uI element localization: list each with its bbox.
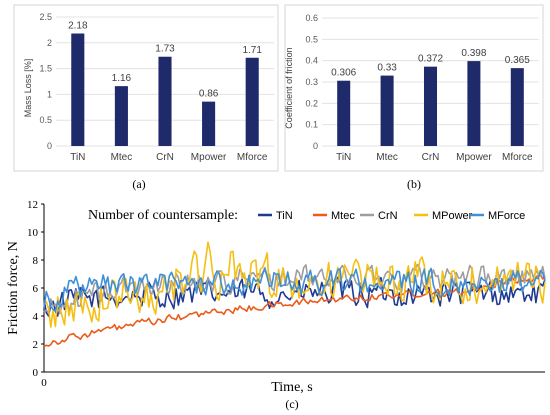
b-y-tick-label: 0.2 [305, 98, 318, 108]
b-category-label: CrN [422, 152, 440, 163]
c-series-line-mpower [43, 241, 546, 328]
panel-c-legend-title: Number of countersample: [88, 208, 238, 223]
a-category-label: Mforce [237, 152, 268, 163]
panel-b-y-axis-label: Coefficient of friction [284, 47, 294, 128]
b-bar-tin [337, 80, 351, 146]
c-y-tick-label: 8 [33, 255, 39, 267]
panel-b-value-labels: 0.306 0.33 0.372 0.398 0.365 [331, 48, 530, 79]
panel-b-friction-coefficient-chart: 00.10.20.30.40.50.6 0.306 0.330.3720.3980… [284, 4, 544, 172]
b-category-label: Mforce [502, 152, 533, 163]
a-bar-crn [158, 56, 172, 147]
panel-a-mass-loss-chart: 0 0.5 1 1.5 2 2.5 2.18 1.16 1.73 0.86 1.71 TiN Mte… [13, 4, 279, 172]
a-category-label: CrN [156, 152, 174, 163]
b-value-label: 0.372 [418, 54, 443, 65]
panel-a-bars [71, 33, 259, 147]
panel-c-y-axis-label: Friction force, N [6, 241, 21, 335]
a-y-tick-label: 2.5 [39, 12, 52, 22]
c-y-tick-label: 10 [27, 227, 39, 239]
a-category-label: TiN [70, 152, 85, 163]
a-value-label: 2.18 [68, 21, 88, 32]
c-legend-label-mforce: MForce [488, 210, 525, 222]
c-y-tick-label: 6 [33, 283, 39, 295]
panel-b-border [284, 4, 544, 172]
panel-a-category-labels: TiN Mtec CrN Mpower Mforce [70, 152, 268, 163]
c-legend-label-mpower: MPower [432, 210, 473, 222]
panel-c-x-axis-label: Time, s [271, 380, 313, 395]
a-y-tick-label: 1.5 [39, 64, 52, 74]
panel-c-x-tick-0: 0 [41, 377, 47, 389]
c-legend-label-mtec: Mtec [331, 210, 355, 222]
b-y-tick-label: 0.5 [305, 34, 318, 44]
b-y-tick-label: 0.4 [305, 56, 318, 66]
b-bar-mtec [380, 75, 394, 146]
b-bar-mforce [510, 68, 524, 146]
a-y-tick-label: 2 [47, 38, 52, 48]
c-y-tick-label: 12 [27, 199, 38, 211]
a-value-label: 1.71 [242, 45, 262, 56]
caption-b: (b) [407, 177, 421, 191]
a-bar-mforce [245, 57, 259, 146]
a-y-tick-label: 0 [47, 141, 52, 151]
a-value-label: 1.16 [112, 73, 132, 84]
b-value-label: 0.398 [461, 48, 486, 59]
a-bar-mtec [114, 86, 128, 146]
panel-a-y-axis-label: Mass Loss [%] [23, 59, 33, 118]
caption-a: (a) [132, 177, 145, 191]
b-value-label: 0.365 [505, 55, 530, 66]
b-y-tick-label: 0 [313, 141, 318, 151]
caption-c: (c) [285, 397, 298, 411]
b-category-label: TiN [336, 152, 351, 163]
a-bar-mpower [202, 101, 216, 146]
panel-b-bars [337, 61, 524, 146]
b-category-label: Mtec [376, 152, 398, 163]
b-bar-crn [423, 66, 438, 146]
a-category-label: Mtec [111, 152, 133, 163]
c-series-line-mtec [43, 273, 546, 348]
b-bar-mpower [467, 61, 481, 146]
b-value-label: 0.306 [331, 68, 356, 79]
panel-c-series-lines [43, 241, 546, 348]
panel-a-value-labels: 2.18 1.16 1.73 0.86 1.71 [68, 21, 262, 100]
b-y-tick-label: 0.3 [305, 77, 318, 87]
panel-a-border [13, 4, 279, 172]
c-legend-label-tin: TiN [276, 210, 293, 222]
panel-c-y-ticks: 0 2 4 6 8 10 12 [27, 199, 44, 379]
a-value-label: 1.73 [155, 44, 175, 55]
panel-a-y-ticks: 0 0.5 1 1.5 2 2.5 [39, 12, 52, 151]
b-value-label: 0.33 [377, 63, 397, 74]
panel-b-category-labels: TiN Mtec CrN Mpower Mforce [336, 152, 533, 163]
a-category-label: Mpower [191, 152, 227, 163]
a-y-tick-label: 1 [47, 89, 52, 99]
b-y-tick-label: 0.1 [305, 120, 318, 130]
c-legend-label-crn: CrN [378, 210, 398, 222]
panel-c-legend: TiN Mtec CrN MPower MForce [258, 210, 525, 222]
c-series-line-mforce [43, 267, 546, 312]
panel-c-friction-force-chart: 0 2 4 6 8 10 12 0 Number of countersample: TiN… [6, 199, 546, 395]
c-y-tick-label: 4 [33, 311, 39, 323]
b-y-tick-label: 0.6 [305, 13, 318, 23]
b-category-label: Mpower [456, 152, 492, 163]
c-y-tick-label: 2 [33, 339, 39, 351]
a-y-tick-label: 0.5 [39, 115, 52, 125]
a-bar-tin [71, 33, 85, 146]
panel-b-y-ticks: 0 0.1 0.2 0.3 0.4 0.5 0.6 [305, 13, 318, 151]
c-y-tick-label: 0 [33, 367, 39, 379]
a-value-label: 0.86 [199, 89, 219, 100]
panel-a-gridlines [56, 16, 274, 147]
